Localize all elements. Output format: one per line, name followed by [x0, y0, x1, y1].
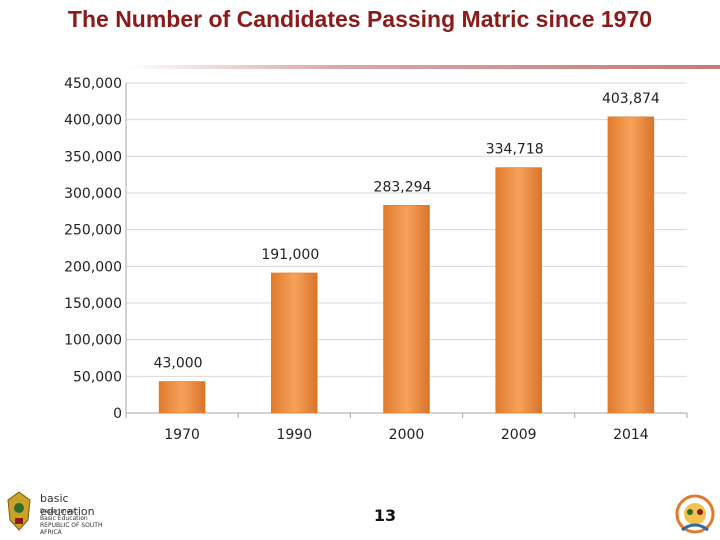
x-axis-ticks: 1970 1990 2000 2009 2014: [164, 427, 649, 443]
data-label: 283,294: [374, 179, 432, 195]
bar-2014: [607, 116, 655, 414]
y-tick-label: 450,000: [64, 76, 122, 92]
y-tick-label: 100,000: [64, 333, 122, 349]
data-label: 191,000: [261, 247, 319, 263]
logo-brand-text: basic education: [40, 492, 95, 518]
bar-1990: [271, 272, 318, 414]
data-labels: 43,000 191,000 283,294 334,718 403,874: [154, 91, 660, 372]
bars: [158, 116, 655, 414]
x-tick-label: 1990: [276, 427, 312, 443]
data-label: 334,718: [486, 142, 544, 158]
logo-line-3: REPUBLIC OF SOUTH AFRICA: [40, 522, 103, 536]
anniversary-emblem-icon: [675, 494, 715, 534]
y-tick-label: 0: [113, 406, 122, 422]
x-tick-label: 2000: [389, 427, 425, 443]
data-label: 403,874: [602, 91, 660, 107]
y-tick-label: 300,000: [64, 186, 122, 202]
logo-subtext: Department: Basic Education REPUBLIC OF …: [40, 508, 124, 536]
y-tick-label: 150,000: [64, 296, 122, 312]
data-label: 43,000: [154, 355, 203, 371]
bar-2009: [495, 167, 542, 414]
y-tick-label: 50,000: [73, 369, 122, 385]
y-axis-ticks: 0 50,000 100,000 150,000 200,000 250,000 300,0…: [64, 76, 122, 422]
x-tick-label: 1970: [164, 427, 200, 443]
x-tick-label: 2009: [501, 427, 537, 443]
y-tick-label: 250,000: [64, 223, 122, 239]
logo-line-2: Basic Education: [40, 515, 88, 522]
logo-line-1: Department:: [40, 508, 79, 515]
title-divider: [125, 65, 720, 69]
y-tick-label: 200,000: [64, 259, 122, 275]
bar-2000: [383, 205, 430, 414]
bar-chart: 0 50,000 100,000 150,000 200,000 250,000 300,0…: [64, 76, 688, 443]
department-logo: basic education Department: Basic Educat…: [4, 490, 124, 536]
bar-1970: [158, 381, 206, 414]
coat-of-arms-icon: [7, 491, 31, 531]
page-number: 13: [373, 506, 397, 525]
x-tick-label: 2014: [613, 427, 649, 443]
y-tick-label: 400,000: [64, 113, 122, 129]
y-tick-label: 350,000: [64, 149, 122, 165]
slide-title: The Number of Candidates Passing Matric …: [67, 6, 653, 32]
